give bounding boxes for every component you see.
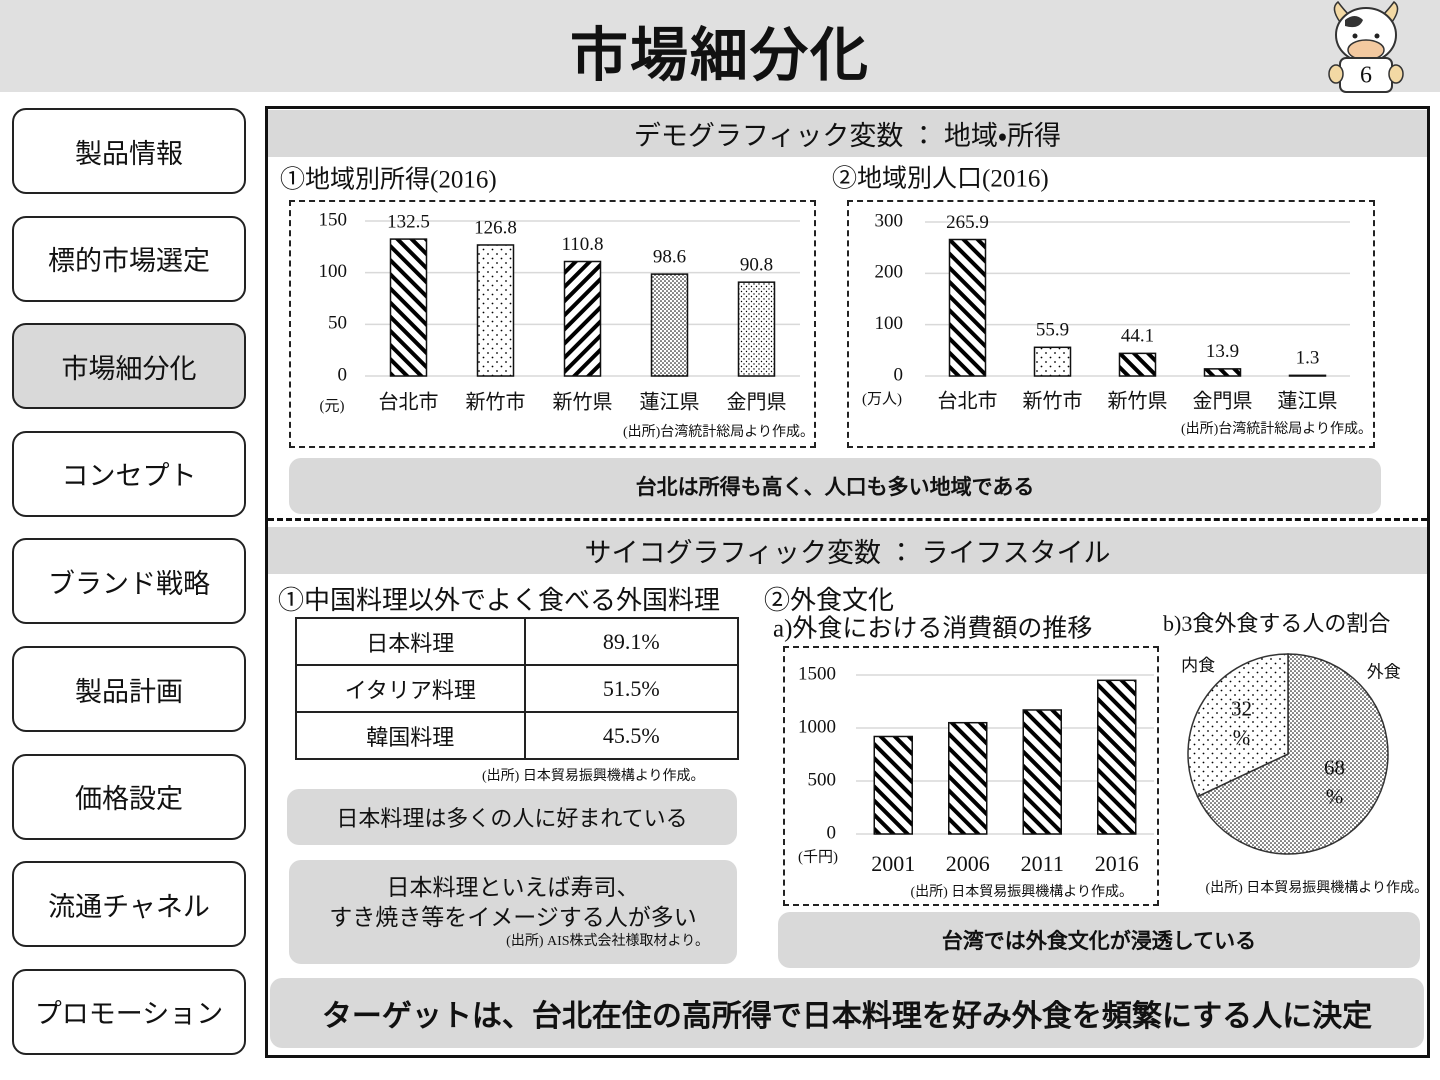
table-cell: 45.5%: [523, 711, 740, 760]
table-cell: 日本料理: [295, 617, 526, 666]
section-title: サイコグラフィック変数 ： ライフスタイル: [268, 527, 1427, 574]
table-cell: イタリア料理: [295, 664, 526, 713]
nav-item[interactable]: 市場細分化: [12, 323, 246, 410]
nav-item[interactable]: 価格設定: [12, 753, 246, 840]
nav-item[interactable]: 製品情報: [12, 108, 246, 194]
table-row: 韓国料理 45.5%: [295, 711, 740, 760]
divider: [268, 518, 1427, 521]
subheading: ①中国料理以外でよく食べる外国料理: [278, 586, 721, 615]
nav-item[interactable]: 標的市場選定: [12, 215, 246, 302]
nav-item[interactable]: ブランド戦略: [12, 538, 246, 625]
source-note: (出所) AIS株式会社様取材より。: [506, 933, 709, 949]
nav-item[interactable]: 製品計画: [12, 646, 246, 732]
food-table: 日本料理 89.1% イタリア料理 51.5% 韓国料理 45.5%: [295, 617, 740, 760]
header-bar: [0, 0, 1440, 92]
chart-frame: [289, 200, 816, 448]
subheading: ②外食文化: [764, 586, 895, 615]
content-frame: [265, 106, 1430, 1058]
table-cell: 51.5%: [523, 664, 740, 713]
table-row: 日本料理 89.1%: [295, 617, 740, 666]
note-box: 日本料理といえば寿司、 すき焼き等をイメージする人が多い (出所) AIS株式会…: [289, 860, 737, 964]
table-row: イタリア料理 51.5%: [295, 664, 740, 713]
nav-item[interactable]: コンセプト: [12, 430, 246, 517]
page-title: 市場細分化: [569, 21, 870, 89]
chart-frame: [847, 200, 1375, 448]
nav-item[interactable]: 流通チャネル: [12, 861, 246, 948]
note-text: 日本料理といえば寿司、 すき焼き等をイメージする人が多い: [329, 875, 697, 930]
summary-box: 台湾では外食文化が浸透している: [778, 912, 1420, 968]
table-cell: 韓国料理: [295, 711, 526, 760]
table-cell: 89.1%: [523, 617, 740, 666]
note-box: 日本料理は多くの人に好まれている: [287, 789, 737, 845]
summary-box: 台北は所得も高く、人口も多い地域である: [289, 458, 1381, 514]
section-title: デモグラフィック変数 ： 地域・所得: [268, 110, 1427, 157]
source-note: (出所) 日本貿易振興機構より作成。: [482, 769, 705, 784]
conclusion-box: ターゲットは、台北在住の高所得で日本料理を好み外食を頻繁にする人に決定: [270, 978, 1424, 1048]
nav-item[interactable]: プロモーション: [12, 968, 246, 1055]
chart-frame: [783, 646, 1159, 906]
